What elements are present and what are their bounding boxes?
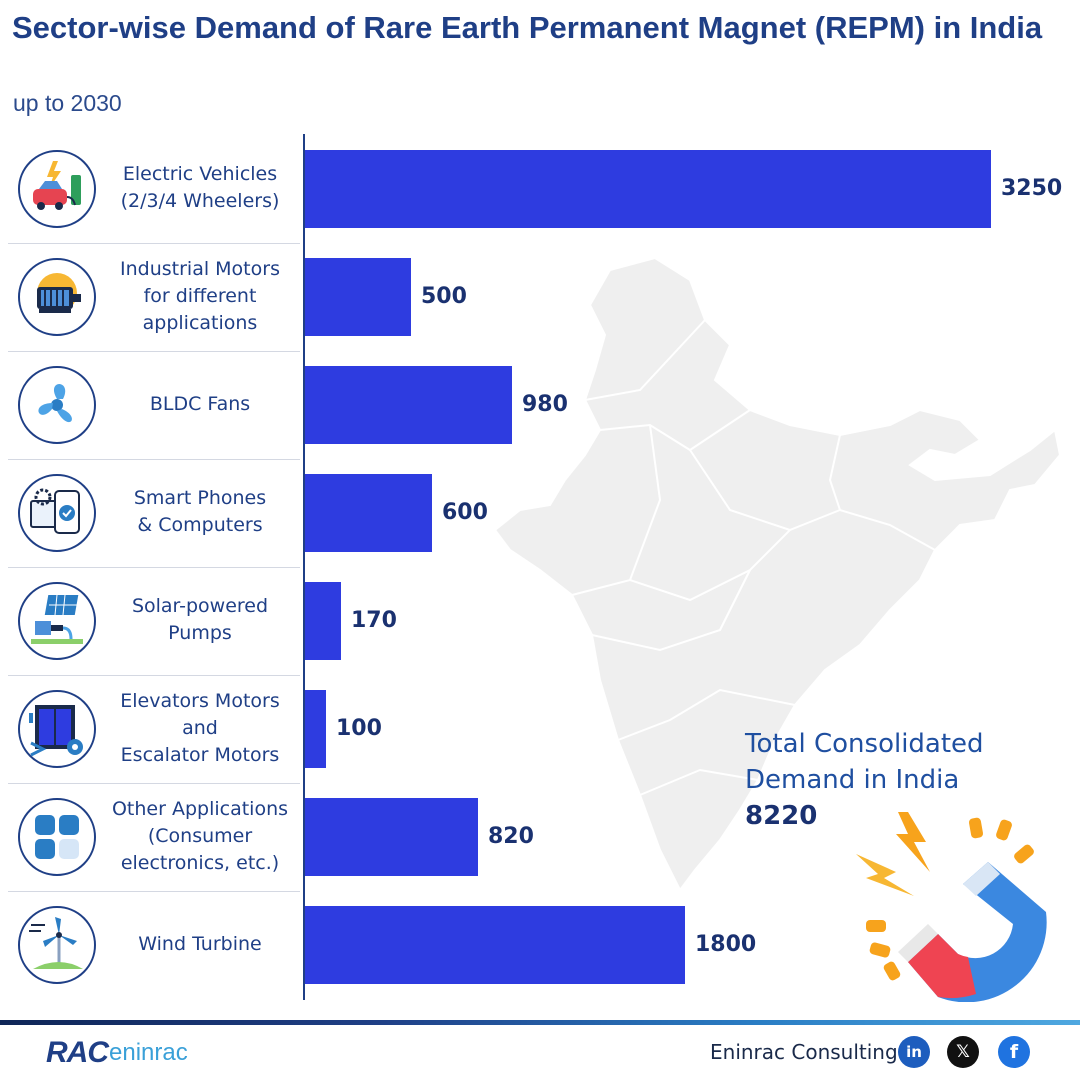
india-map-background (493, 256, 1060, 890)
bar (305, 150, 991, 228)
fan-icon (18, 366, 96, 444)
row-separator (8, 351, 300, 352)
brand-rac-text: RAC (46, 1036, 109, 1069)
row-separator (8, 459, 300, 460)
bar-value-label: 980 (522, 392, 568, 417)
solar-pump-icon (18, 582, 96, 660)
magnet-icon (856, 812, 1047, 1002)
bar (305, 690, 326, 768)
bar (305, 798, 478, 876)
category-label: Industrial Motors for different applicat… (120, 257, 280, 334)
page-title: Sector-wise Demand of Rare Earth Permane… (12, 10, 1043, 45)
elevator-icon (18, 690, 96, 768)
bar-value-label: 500 (421, 284, 467, 309)
row-separator (8, 675, 300, 676)
electric-car-charging-icon (18, 150, 96, 228)
bar (305, 582, 341, 660)
total-label-line2: Demand in India (745, 765, 960, 795)
apps-grid-icon (18, 798, 96, 876)
total-value: 8220 (745, 801, 818, 831)
bar-value-label: 820 (488, 824, 534, 849)
category-label: Elevators Motors and Escalator Motors (120, 689, 280, 766)
facebook-icon[interactable]: f (998, 1036, 1030, 1068)
row-separator (8, 567, 300, 568)
row-separator (8, 891, 300, 892)
category-label: BLDC Fans (149, 392, 251, 415)
page-subtitle: up to 2030 (13, 90, 122, 116)
industrial-motor-icon (18, 258, 96, 336)
bar (305, 474, 432, 552)
bar-value-label: 100 (336, 716, 382, 741)
row-separator (8, 783, 300, 784)
bar-value-label: 3250 (1001, 176, 1063, 201)
category-label: Solar-powered Pumps (131, 595, 269, 644)
bar-value-label: 170 (351, 608, 397, 633)
chart-axis-line (303, 134, 305, 1000)
bar (305, 906, 685, 984)
category-label: Other Applications (Consumer electronics… (111, 797, 289, 874)
smartphone-settings-icon (18, 474, 96, 552)
category-label: Wind Turbine (138, 932, 262, 955)
row-separator (8, 243, 300, 244)
bar-value-label: 1800 (695, 932, 757, 957)
bar-value-label: 600 (442, 500, 488, 525)
brand-logo: RAC eninrac (46, 1036, 188, 1070)
linkedin-icon[interactable]: in (898, 1036, 930, 1068)
x-icon[interactable]: 𝕏 (947, 1036, 979, 1068)
brand-eninrac-text: eninrac (109, 1039, 188, 1066)
total-label-line1: Total Consolidated (745, 729, 984, 759)
company-name: Eninrac Consulting (710, 1040, 898, 1064)
category-label: Smart Phones & Computers (133, 487, 267, 536)
bar (305, 258, 411, 336)
bar (305, 366, 512, 444)
wind-turbine-icon (18, 906, 96, 984)
footer-divider (0, 1020, 1080, 1025)
total-demand-callout: Total Consolidated Demand in India 8220 (745, 726, 984, 834)
category-label: Electric Vehicles (2/3/4 Wheelers) (120, 163, 280, 212)
